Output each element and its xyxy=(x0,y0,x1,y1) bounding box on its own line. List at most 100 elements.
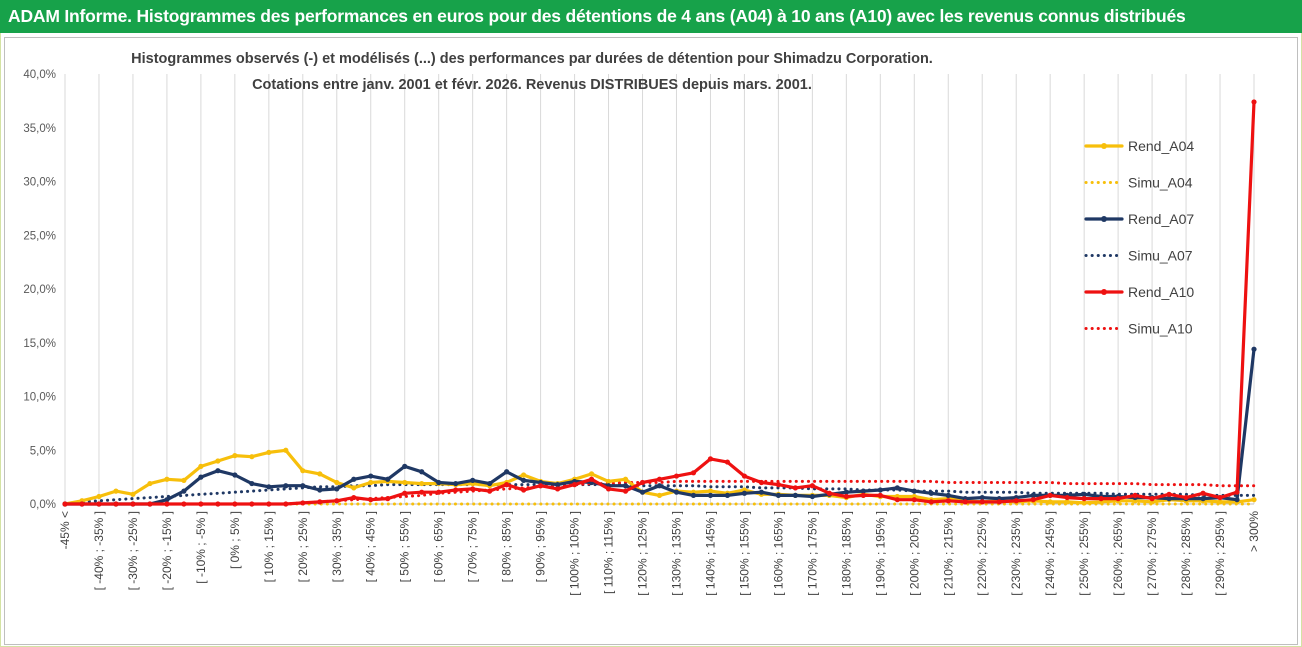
data-point xyxy=(860,488,866,494)
data-point xyxy=(402,463,408,469)
data-point xyxy=(249,454,255,460)
data-point xyxy=(1217,499,1223,505)
legend-label: Simu_A07 xyxy=(1128,248,1193,264)
data-point xyxy=(1217,494,1223,501)
data-point xyxy=(1064,494,1070,501)
data-point xyxy=(147,480,153,487)
data-point xyxy=(809,483,815,489)
report-title: ADAM Informe. Histogrammes des performan… xyxy=(8,6,1186,26)
x-tick-label: [ 10% ; 15% ] xyxy=(262,511,276,582)
x-tick-label: [ 270% ; 275% ] xyxy=(1145,511,1159,596)
x-tick-label: [ 130% ; 135% ] xyxy=(669,511,683,596)
data-point xyxy=(419,489,425,495)
data-point xyxy=(164,476,170,482)
y-tick-label: 0,0% xyxy=(30,499,56,511)
data-point xyxy=(1013,498,1019,504)
legend-label: Rend_A04 xyxy=(1128,138,1194,154)
data-point xyxy=(300,483,306,489)
data-point xyxy=(232,501,238,507)
data-point xyxy=(1081,491,1087,497)
legend-item-rend-a10: Rend_A10 xyxy=(1084,284,1194,300)
data-point xyxy=(181,477,187,483)
x-tick-label: -45% < xyxy=(58,511,72,549)
data-point xyxy=(758,479,765,486)
x-tick-label: [ 200% ; 205% ] xyxy=(907,511,921,596)
data-point xyxy=(554,482,561,488)
data-point xyxy=(1098,496,1104,502)
data-point xyxy=(605,478,612,485)
data-point xyxy=(1166,491,1172,497)
data-point xyxy=(300,500,306,506)
x-tick-label: [ -30% ; -25% ] xyxy=(126,511,140,590)
data-point xyxy=(843,493,849,500)
y-tick-label: 10,0% xyxy=(23,392,56,404)
data-point xyxy=(673,473,680,479)
x-tick-label: [ -10% ; -5% ] xyxy=(194,511,208,584)
data-point xyxy=(351,476,357,482)
data-point xyxy=(656,492,663,498)
data-point xyxy=(860,492,866,498)
x-tick-label: [ 240% ; 245% ] xyxy=(1043,511,1057,596)
x-tick-label: [ -40% ; -35% ] xyxy=(92,511,106,590)
data-point xyxy=(419,480,425,487)
data-point xyxy=(215,458,221,464)
data-point xyxy=(1030,492,1036,498)
data-point xyxy=(792,485,798,491)
data-point xyxy=(300,468,306,474)
data-point xyxy=(538,483,544,489)
data-point xyxy=(877,487,883,493)
data-point xyxy=(1047,499,1053,505)
x-tick-label: [ 230% ; 235% ] xyxy=(1009,511,1023,596)
data-point xyxy=(809,493,815,500)
y-tick-label: 20,0% xyxy=(23,284,56,296)
data-point xyxy=(504,482,510,488)
data-point xyxy=(351,494,357,501)
data-point xyxy=(470,486,476,492)
data-point xyxy=(724,492,731,498)
data-point xyxy=(707,456,714,462)
x-tick-label: [ 70% ; 75% ] xyxy=(466,511,480,582)
legend-item-simu-a10: Simu_A10 xyxy=(1084,321,1193,337)
legend-marker xyxy=(1101,289,1107,295)
data-point xyxy=(419,469,425,475)
grid-lines xyxy=(64,74,1255,504)
data-point xyxy=(181,501,187,507)
x-tick-label: [ 110% ; 115% ] xyxy=(602,511,616,594)
data-point xyxy=(96,493,102,500)
data-point xyxy=(283,501,289,507)
data-point xyxy=(1064,499,1070,505)
data-point xyxy=(588,476,595,482)
data-point xyxy=(1047,492,1053,498)
data-point xyxy=(164,501,170,507)
data-point xyxy=(826,490,832,496)
data-point xyxy=(928,499,934,505)
data-point xyxy=(911,488,917,494)
data-point xyxy=(979,494,985,501)
data-point xyxy=(1200,496,1206,502)
series-line-rend-a10 xyxy=(63,100,1256,506)
data-point xyxy=(894,497,900,503)
data-point xyxy=(487,488,493,494)
x-tick-label: [ 250% ; 255% ] xyxy=(1077,511,1091,596)
data-point xyxy=(249,480,255,487)
data-point xyxy=(1251,497,1257,503)
data-point xyxy=(402,479,408,486)
data-point xyxy=(554,486,561,492)
legend-marker xyxy=(1101,143,1107,149)
data-point xyxy=(1166,496,1172,502)
data-point xyxy=(639,479,646,486)
data-point xyxy=(283,447,289,453)
legend-item-simu-a04: Simu_A04 xyxy=(1084,175,1193,191)
data-point xyxy=(639,489,646,495)
chart-legend: Rend_A04 Simu_A04 Rend_A07 Simu_A07 Rend_A10… xyxy=(1084,138,1194,337)
legend-label: Rend_A07 xyxy=(1128,211,1194,227)
data-point xyxy=(741,473,748,479)
report-banner: ADAM Informe. Histogrammes des performan… xyxy=(0,0,1302,33)
data-point xyxy=(232,472,238,478)
data-point xyxy=(1081,496,1087,502)
data-point xyxy=(198,501,204,507)
data-point xyxy=(96,501,102,507)
data-point xyxy=(113,488,119,494)
data-point xyxy=(368,473,374,479)
series-lines xyxy=(62,99,1257,507)
